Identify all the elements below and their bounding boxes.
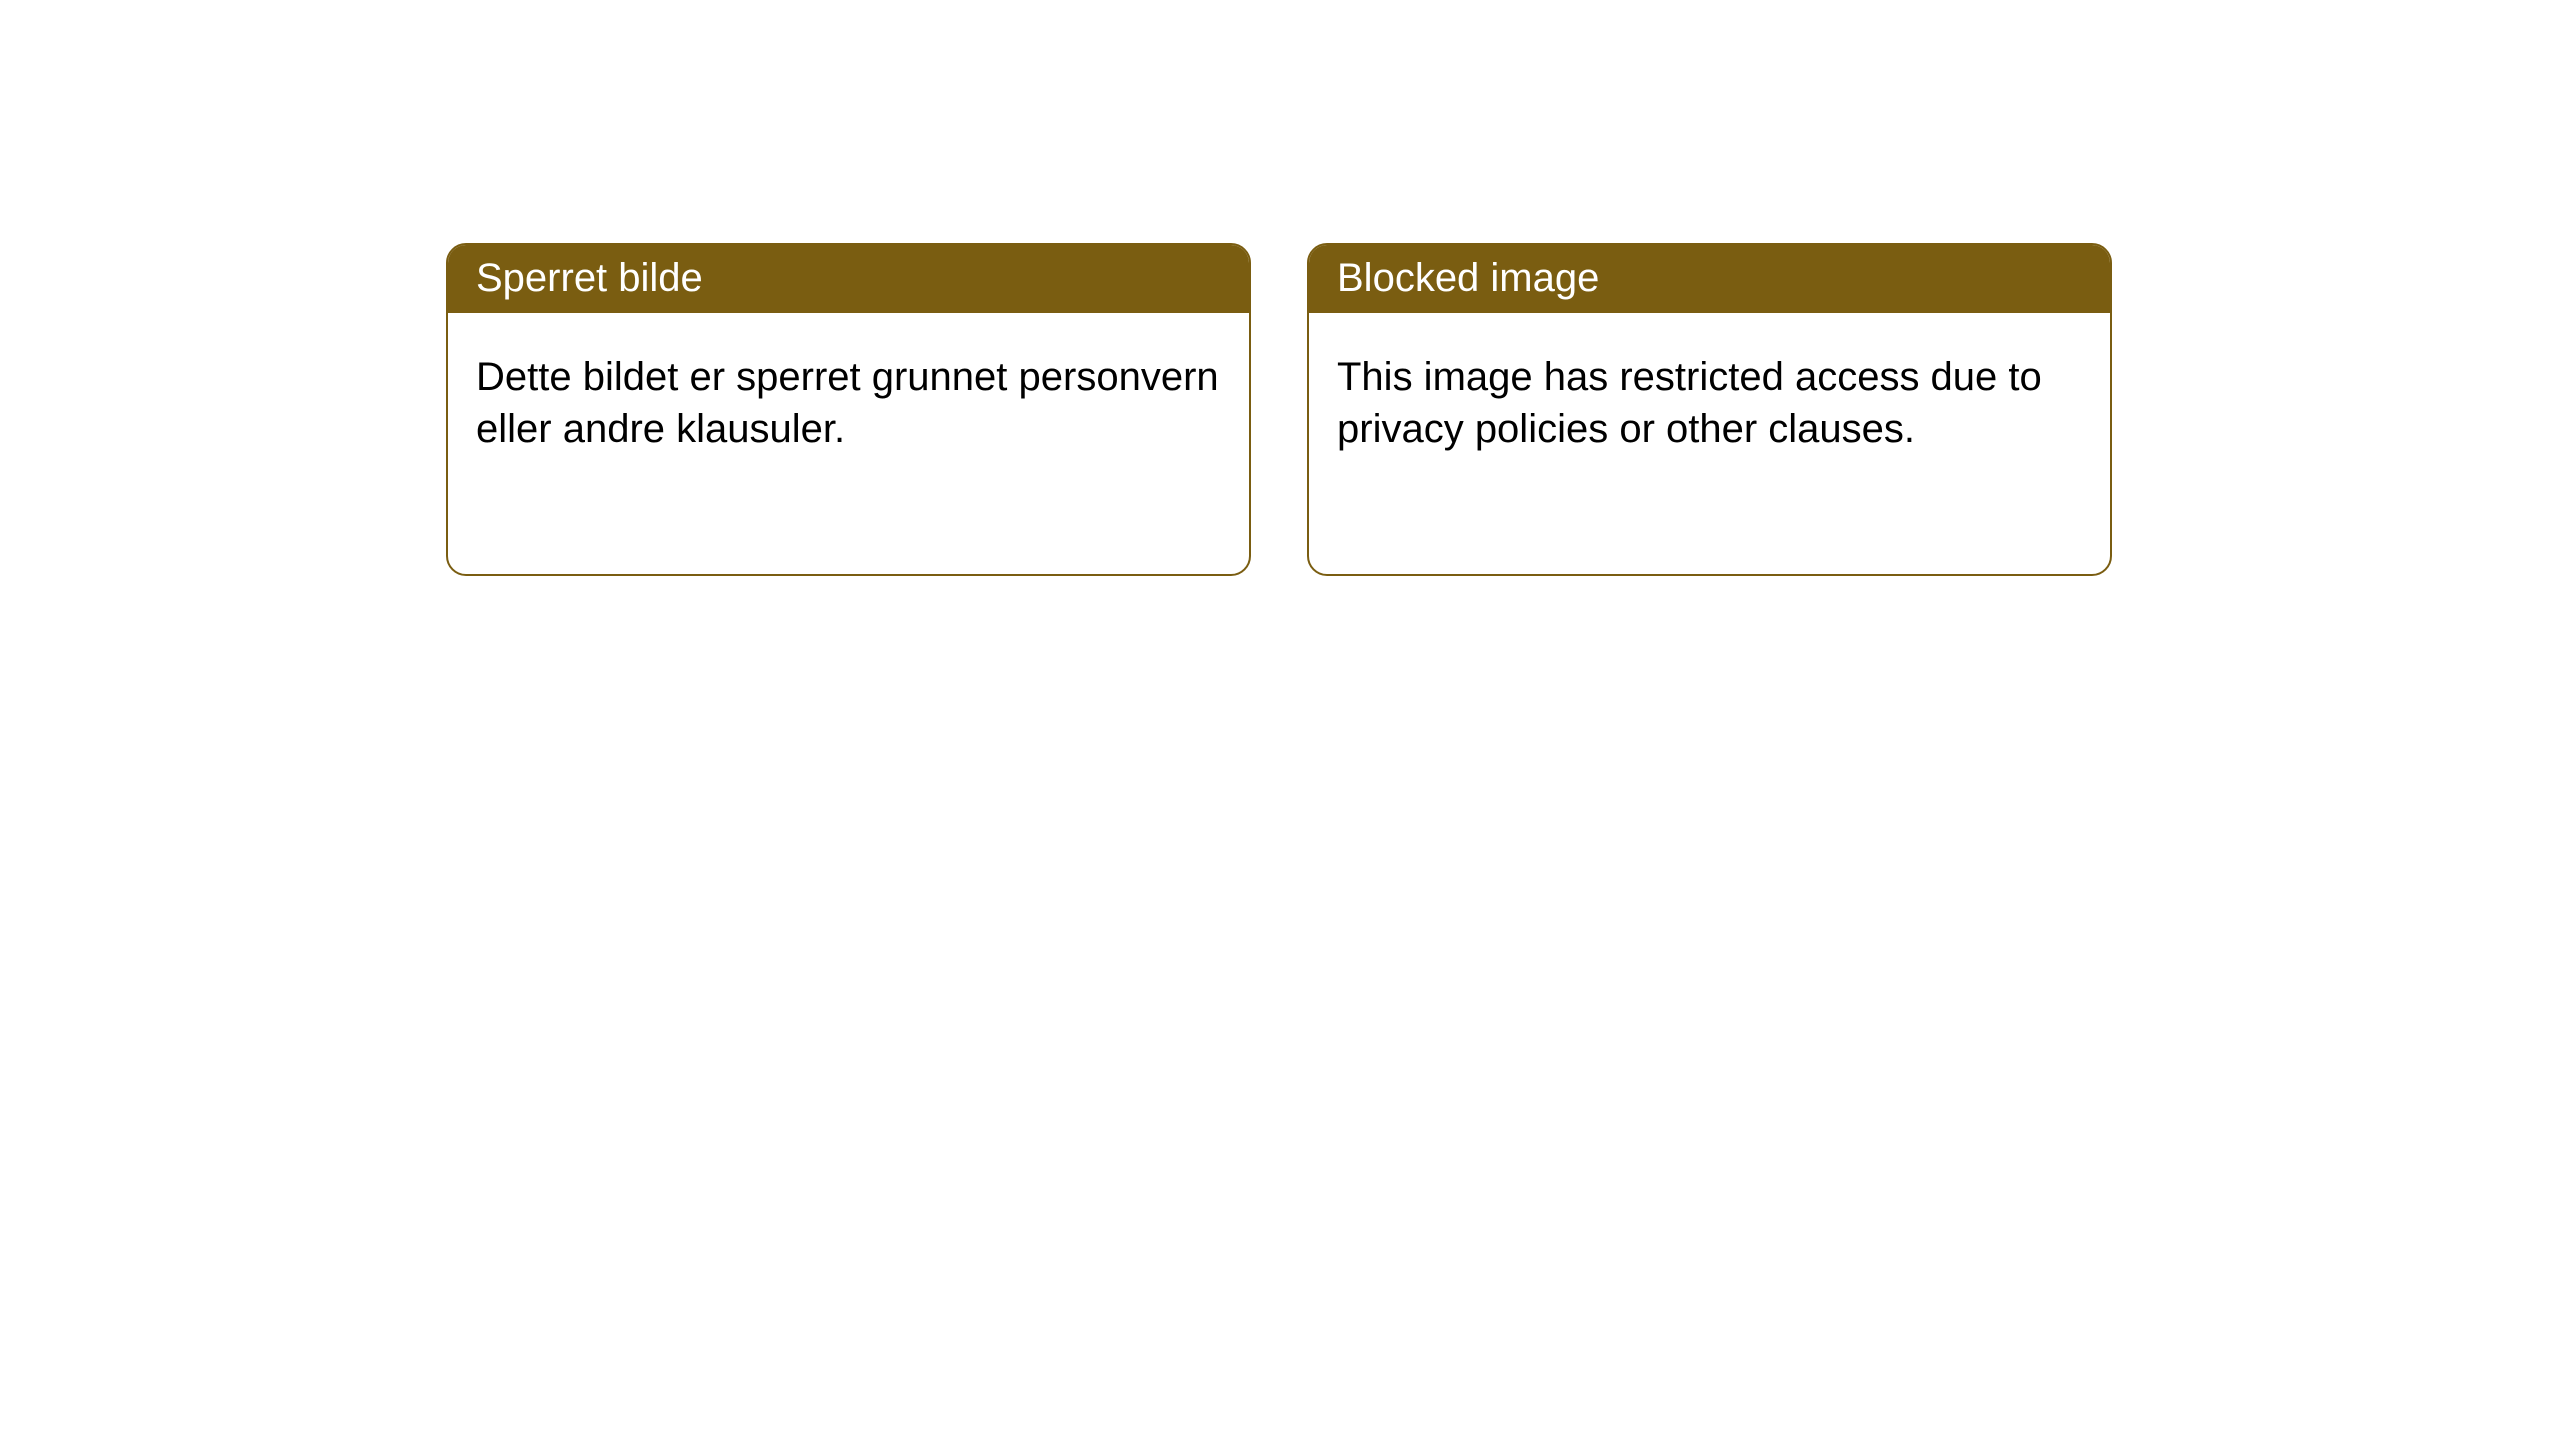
notice-card-no: Sperret bilde Dette bildet er sperret gr…: [446, 243, 1251, 576]
notice-card-body: Dette bildet er sperret grunnet personve…: [448, 313, 1249, 483]
notice-cards-container: Sperret bilde Dette bildet er sperret gr…: [0, 0, 2560, 576]
notice-card-body: This image has restricted access due to …: [1309, 313, 2110, 483]
notice-card-en: Blocked image This image has restricted …: [1307, 243, 2112, 576]
notice-card-title: Sperret bilde: [448, 245, 1249, 313]
notice-card-title: Blocked image: [1309, 245, 2110, 313]
